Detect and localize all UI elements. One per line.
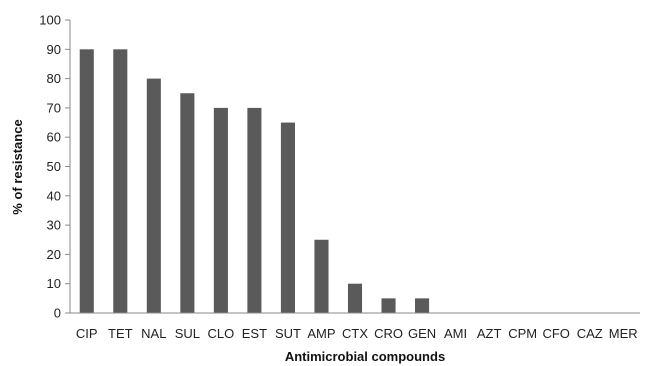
x-tick-label: SUT [275,326,301,341]
x-tick-label: CIP [76,326,98,341]
y-tick-label: 70 [47,100,61,115]
y-tick-label: 90 [47,42,61,57]
y-tick-label: 10 [47,276,61,291]
x-tick-label: AMI [444,326,467,341]
x-tick-label: GEN [408,326,436,341]
bars [79,49,430,314]
y-tick-label: 40 [47,188,61,203]
x-tick-label: CRO [374,326,403,341]
x-tick-label: NAL [141,326,166,341]
x-tick-label: AZT [477,326,502,341]
x-axis-title: Antimicrobial compounds [285,349,445,364]
y-tick-label: 0 [54,306,61,321]
x-tick-label: CTX [342,326,368,341]
x-tick-label: CAZ [577,326,603,341]
x-tick-label: SUL [175,326,200,341]
y-axis-title: % of resistance [10,119,25,214]
x-tick-label: CFO [542,326,569,341]
bar-tet [113,49,128,314]
bar-sut [280,122,295,313]
x-axis-ticks: CIP TET NAL SUL CLO EST SUT AMP CTX CRO GEN AMI AZT C… [76,326,638,341]
y-tick-label: 80 [47,71,61,86]
x-tick-label: AMP [307,326,335,341]
bar-clo [213,107,228,314]
y-tick-label: 100 [39,13,61,28]
bar-amp [314,239,329,313]
x-tick-label: TET [108,326,133,341]
y-tick-label: 50 [47,159,61,174]
y-tick-label: 30 [47,218,61,233]
bar-est [247,107,262,314]
x-tick-label: MER [609,326,638,341]
bar-cro [381,298,396,313]
bar-sul [180,93,195,313]
bar-ctx [347,283,363,313]
y-axis-ticks: 0 10 20 30 40 50 60 70 80 90 100 [39,13,70,321]
x-tick-label: CLO [208,326,235,341]
x-tick-label: CPM [508,326,537,341]
bar-nal [146,78,161,313]
y-tick-label: 60 [47,130,61,145]
y-tick-label: 20 [47,247,61,262]
x-tick-label: EST [242,326,267,341]
bar-gen [415,298,430,313]
bar-cip [79,49,94,314]
